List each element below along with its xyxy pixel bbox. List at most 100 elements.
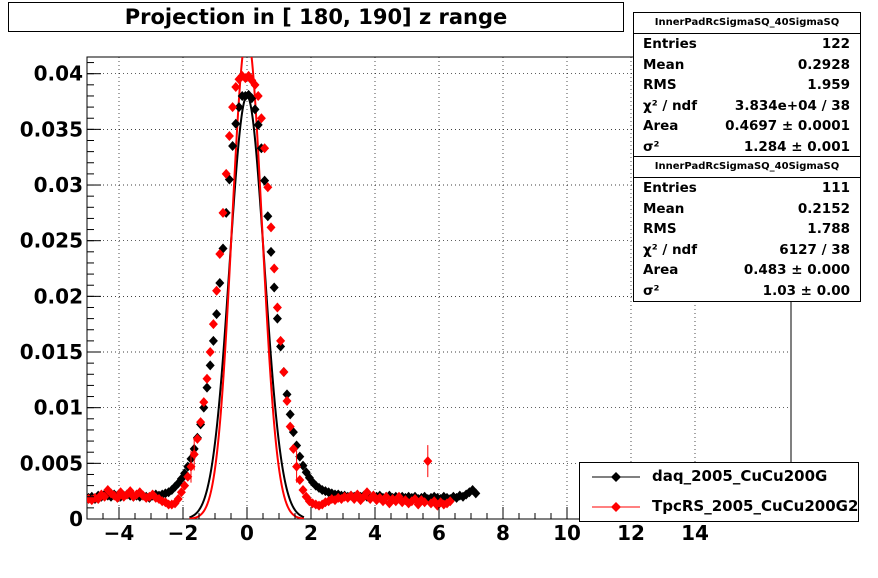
- stats-key: RMS: [643, 77, 677, 93]
- fit-curve-tpcrs: [189, 57, 305, 519]
- data-point: [362, 487, 372, 498]
- x-tick-label: 12: [617, 521, 645, 545]
- stats-value: 3.834e+04 / 38: [734, 97, 850, 114]
- y-tick-label: 0.025: [20, 229, 83, 253]
- data-point: [186, 461, 196, 472]
- stats-value: 1.284 ± 0.001: [743, 138, 850, 155]
- data-point: [224, 131, 234, 142]
- data-point: [228, 102, 238, 113]
- data-point: [445, 496, 455, 507]
- stats-key: Mean: [643, 200, 685, 217]
- stats-row-mean: Mean 0.2152: [634, 199, 860, 220]
- stats-row-entries: Entries 111: [634, 178, 860, 199]
- data-point: [221, 168, 231, 179]
- stats-key: RMS: [643, 221, 677, 237]
- x-tick-label: 8: [496, 521, 510, 545]
- stats-key: Entries: [643, 180, 697, 196]
- stats-row-rms: RMS 1.959: [634, 75, 860, 96]
- data-point: [256, 113, 266, 124]
- data-point: [173, 493, 183, 504]
- stats-key: Area: [643, 262, 679, 278]
- data-point: [202, 382, 212, 393]
- data-point: [253, 119, 263, 130]
- stats-value: 122: [821, 36, 850, 52]
- x-tick-label: 0: [240, 521, 254, 545]
- data-point: [231, 118, 241, 129]
- stats-key: Area: [643, 118, 679, 134]
- y-tick-label: 0.015: [20, 340, 83, 364]
- data-point: [215, 277, 225, 288]
- data-point: [269, 282, 279, 293]
- data-point: [260, 175, 270, 186]
- data-point: [263, 182, 273, 193]
- stats-row-chi2: χ² / ndf 3.834e+04 / 38: [634, 96, 860, 117]
- data-point: [272, 302, 282, 313]
- data-point: [471, 488, 481, 499]
- data-point: [199, 402, 209, 413]
- x-tick-label: 6: [432, 521, 446, 545]
- data-point: [231, 82, 241, 93]
- data-point: [298, 485, 308, 496]
- chart-title: Projection in [ 180, 190] z range: [8, 2, 624, 32]
- stats-box-tpcrs: InnerPadRcSigmaSQ_40SigmaSQ Entries 111 M…: [633, 156, 861, 302]
- stats-value: 111: [821, 180, 850, 196]
- data-point: [276, 341, 286, 352]
- data-point: [189, 449, 199, 460]
- legend-label: daq_2005_CuCu200G: [652, 467, 828, 485]
- data-point: [279, 367, 289, 378]
- data-point: [423, 456, 433, 467]
- data-point: [266, 222, 276, 233]
- stats-value: 0.483 ± 0.000: [743, 262, 850, 278]
- stats-box-daq: InnerPadRcSigmaSQ_40SigmaSQ Entries 122 M…: [633, 12, 861, 158]
- data-point: [212, 285, 222, 296]
- y-tick-label: 0.01: [34, 396, 83, 420]
- data-point: [176, 487, 186, 498]
- data-point: [205, 347, 215, 358]
- stats-value: 1.788: [807, 221, 850, 237]
- stats-value: 0.2152: [797, 200, 850, 217]
- x-tick-label: 2: [304, 521, 318, 545]
- stats-row-area: Area 0.483 ± 0.000: [634, 260, 860, 281]
- y-tick-label: 0.035: [20, 117, 83, 141]
- stats-key: σ²: [643, 138, 660, 155]
- x-tick-label: −2: [168, 521, 199, 545]
- data-point: [234, 102, 244, 113]
- x-tick-label: −4: [104, 521, 135, 545]
- stats-row-sigma2: σ² 1.284 ± 0.001: [634, 137, 860, 158]
- data-point: [272, 313, 282, 324]
- data-point: [215, 249, 225, 260]
- data-point: [212, 309, 222, 320]
- data-point: [295, 451, 305, 462]
- data-point: [199, 397, 209, 408]
- stats-key: Entries: [643, 36, 697, 52]
- stats-row-entries: Entries 122: [634, 34, 860, 55]
- legend-item-tpcrs: TpcRS_2005_CuCu200G2: [580, 493, 858, 521]
- y-tick-label: 0.005: [20, 451, 83, 475]
- data-point: [180, 480, 190, 491]
- data-point: [253, 90, 263, 101]
- stats-value: 1.03 ± 0.00: [762, 282, 850, 299]
- data-point: [192, 433, 202, 444]
- stats-value: 0.2928: [797, 56, 850, 73]
- stats-row-rms: RMS 1.788: [634, 219, 860, 240]
- stats-header: InnerPadRcSigmaSQ_40SigmaSQ: [634, 157, 860, 178]
- stats-key: χ² / ndf: [643, 97, 698, 114]
- data-point: [250, 104, 260, 115]
- data-point: [228, 141, 238, 152]
- stats-value: 6127 / 38: [779, 241, 850, 258]
- y-tick-label: 0.03: [34, 173, 83, 197]
- x-tick-label: 4: [368, 521, 382, 545]
- stats-header: InnerPadRcSigmaSQ_40SigmaSQ: [634, 13, 860, 34]
- data-point: [183, 471, 193, 482]
- data-point: [100, 491, 110, 502]
- legend: daq_2005_CuCu200G TpcRS_2005_CuCu200G2: [579, 462, 859, 522]
- legend-label: TpcRS_2005_CuCu200G2: [652, 497, 859, 515]
- data-point: [295, 475, 305, 486]
- data-point: [269, 263, 279, 274]
- data-point: [205, 360, 215, 371]
- data-point: [208, 335, 218, 346]
- x-tick-label: 10: [553, 521, 581, 545]
- data-point: [282, 389, 292, 400]
- stats-row-sigma2: σ² 1.03 ± 0.00: [634, 281, 860, 302]
- data-point: [250, 79, 260, 90]
